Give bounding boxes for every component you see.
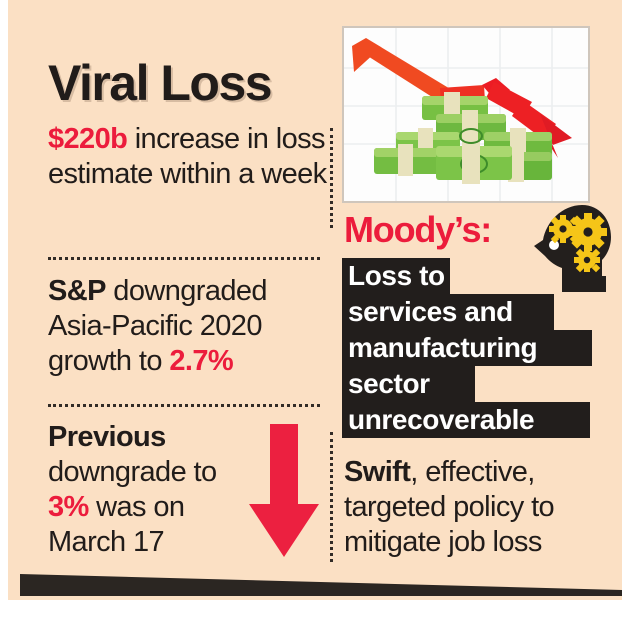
- highlight-line: manufacturing: [342, 330, 592, 366]
- highlight-line: services and: [342, 294, 554, 330]
- stat-text-previous-mid: downgrade to: [48, 456, 217, 488]
- divider-horizontal-1: [48, 257, 320, 260]
- bottom-accent-band: [8, 570, 622, 600]
- stat-text-previous-tail: was on March 17: [48, 491, 185, 558]
- stat-block-sp-downgrade: S&P downgraded Asia-Pacific 2020 growth …: [48, 274, 328, 379]
- right-column: Moody’s:: [342, 0, 622, 600]
- highlight-line: Loss to: [342, 258, 450, 294]
- stat-lead-previous: Previous: [48, 421, 166, 453]
- moodys-statement: Loss to services and manufacturing secto…: [342, 258, 622, 438]
- stat-value-3pct: 3%: [48, 491, 89, 523]
- stat-lead-sp: S&P: [48, 275, 106, 307]
- stat-value-27pct: 2.7%: [169, 345, 234, 377]
- moodys-label: Moody’s:: [344, 209, 492, 250]
- infographic-card: Viral Loss $220b increase in loss estima…: [8, 0, 622, 600]
- divider-vertical-bottom: [330, 432, 333, 562]
- swift-lead: Swift: [344, 456, 411, 488]
- money-stacks-falling-arrow-icon: [344, 28, 588, 201]
- stat-text-sp-downgrade: downgraded Asia-Pacific 2020 growth to: [48, 275, 268, 377]
- stat-block-previous-downgrade: Previous downgrade to 3% was on March 17: [48, 420, 263, 560]
- divider-horizontal-2: [48, 404, 320, 407]
- stat-block-loss-estimate: $220b increase in loss estimate within a…: [48, 122, 328, 192]
- red-down-arrow-icon: [248, 424, 320, 558]
- divider-vertical-top: [330, 128, 333, 228]
- highlight-line: unrecoverable: [342, 402, 590, 438]
- swift-policy-block: Swift, effective, targeted policy to mit…: [344, 455, 622, 560]
- highlight-line: sector: [342, 366, 475, 402]
- stat-text-loss-estimate: increase in loss estimate within a week: [48, 123, 327, 190]
- money-chart-illustration: [342, 26, 590, 203]
- swift-text: , effective, targeted policy to mitigate…: [344, 456, 555, 558]
- page-title: Viral Loss: [48, 55, 273, 111]
- head-with-gears-icon: [530, 202, 614, 294]
- stat-value-220b: $220b: [48, 123, 128, 155]
- left-column: Viral Loss $220b increase in loss estima…: [48, 0, 327, 600]
